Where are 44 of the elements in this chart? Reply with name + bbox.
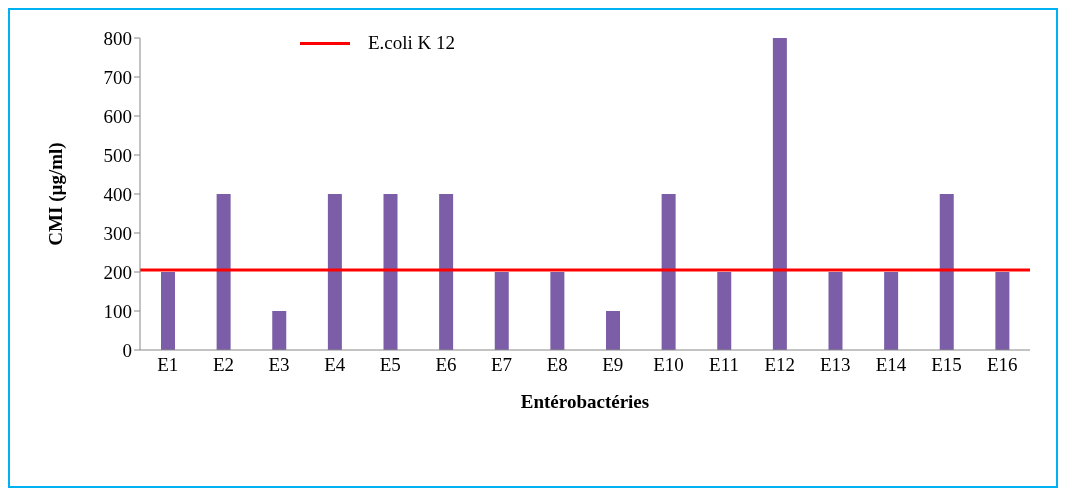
bar [717, 272, 732, 350]
x-tick-label: E15 [931, 354, 962, 376]
x-tick-label: E5 [379, 354, 401, 376]
bar [828, 272, 843, 350]
x-tick-label: E4 [324, 354, 346, 376]
x-tick-label: E13 [820, 354, 851, 376]
y-tick-label: 300 [103, 222, 132, 244]
bar [939, 194, 954, 350]
y-tick-label: 800 [103, 27, 132, 49]
y-tick-label: 500 [103, 144, 132, 166]
bar [327, 194, 342, 350]
legend-label: E.coli K 12 [368, 32, 456, 54]
y-tick-label: 0 [122, 339, 132, 361]
x-tick-label: E11 [709, 354, 740, 376]
bar [550, 272, 565, 350]
x-tick-label: E16 [986, 354, 1018, 376]
y-axis-title: CMI (µg/ml) [44, 142, 67, 246]
bar [439, 194, 454, 350]
bar [884, 272, 899, 350]
y-tick-label: 200 [103, 261, 132, 283]
x-tick-label: E7 [491, 354, 513, 376]
x-tick-label: E10 [653, 354, 684, 376]
x-tick-label: E14 [875, 354, 907, 376]
x-tick-label: E12 [764, 354, 795, 376]
bar [995, 272, 1010, 350]
bar [216, 194, 231, 350]
x-tick-label: E3 [268, 354, 290, 376]
x-tick-label: E8 [546, 354, 568, 376]
bar [772, 38, 787, 350]
bar [494, 272, 509, 350]
bar [272, 311, 287, 350]
bar [661, 194, 676, 350]
x-tick-label: E9 [602, 354, 624, 376]
bar [383, 194, 398, 350]
x-tick-label: E1 [157, 354, 179, 376]
x-tick-label: E6 [435, 354, 457, 376]
x-tick-label: E2 [212, 354, 234, 376]
bar [161, 272, 175, 350]
y-tick-label: 100 [103, 300, 132, 322]
y-tick-label: 700 [103, 66, 132, 88]
x-axis-title: Entérobactéries [520, 391, 650, 412]
y-tick-label: 600 [103, 105, 132, 127]
bar [606, 311, 620, 350]
y-tick-label: 400 [103, 183, 132, 205]
